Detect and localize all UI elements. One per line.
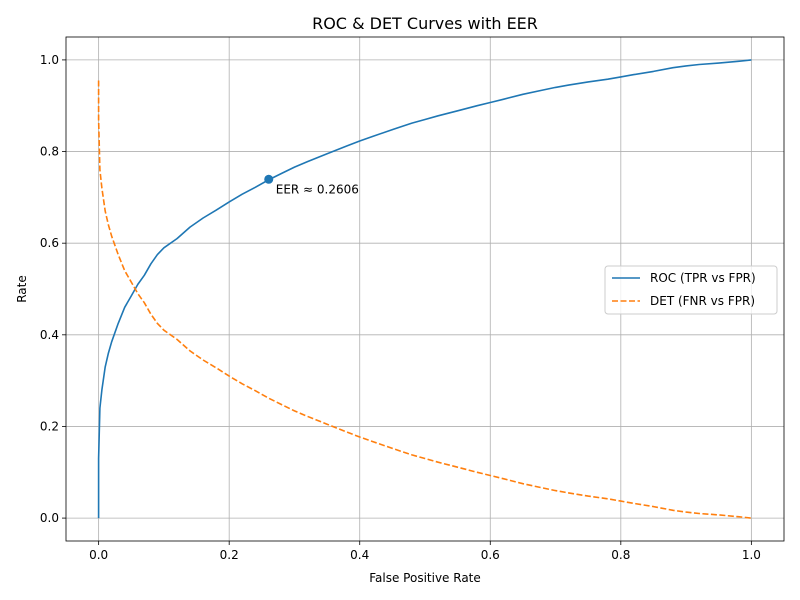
plot-frame bbox=[65, 36, 785, 542]
x-tick-label: 1.0 bbox=[742, 548, 761, 562]
x-axis-ticks: 0.0 0.2 0.4 0.6 0.8 1.0 bbox=[89, 541, 761, 562]
marker-layer bbox=[264, 174, 274, 184]
eer-point-marker bbox=[264, 174, 274, 184]
x-tick-label: 0.6 bbox=[481, 548, 500, 562]
legend-box bbox=[604, 265, 778, 315]
y-tick-label: 1.0 bbox=[40, 53, 59, 67]
legend-label-det: DET (FNR vs FPR) bbox=[650, 294, 755, 308]
y-tick-label: 0.8 bbox=[40, 145, 59, 159]
eer-annotation: EER ≈ 0.2606 bbox=[276, 182, 359, 196]
x-tick-label: 0.2 bbox=[220, 548, 239, 562]
legend-label-roc: ROC (TPR vs FPR) bbox=[650, 271, 756, 285]
y-tick-label: 0.6 bbox=[40, 236, 59, 250]
x-axis-label: False Positive Rate bbox=[369, 571, 481, 585]
chart-title: ROC & DET Curves with EER bbox=[312, 14, 538, 33]
x-tick-label: 0.4 bbox=[350, 548, 369, 562]
x-tick-label: 0.8 bbox=[611, 548, 630, 562]
y-axis-ticks: 0.0 0.2 0.4 0.6 0.8 1.0 bbox=[40, 53, 66, 525]
y-tick-label: 0.2 bbox=[40, 419, 59, 433]
y-tick-label: 0.0 bbox=[40, 511, 59, 525]
roc-curve bbox=[97, 59, 752, 519]
y-tick-label: 0.4 bbox=[40, 328, 59, 342]
series-layer bbox=[97, 59, 752, 519]
legend: ROC (TPR vs FPR) DET (FNR vs FPR) bbox=[604, 265, 778, 315]
det-curve bbox=[97, 80, 752, 519]
grid bbox=[66, 37, 784, 541]
x-tick-label: 0.0 bbox=[89, 548, 108, 562]
y-axis-label: Rate bbox=[15, 275, 29, 303]
